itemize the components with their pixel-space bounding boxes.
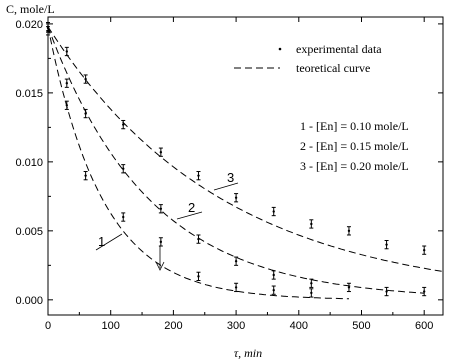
theoretical-curve-1 (47, 26, 349, 300)
data-point-series-3 (83, 74, 88, 84)
y-tick-label: 0.005 (15, 226, 43, 238)
curve-label-3: 3 (227, 170, 234, 185)
data-point-series-1 (83, 171, 88, 181)
x-tick-label: 400 (290, 320, 308, 332)
x-tick-label: 100 (102, 320, 120, 332)
x-axis-title: τ, min (234, 346, 262, 360)
x-tick-label: 200 (164, 320, 182, 332)
legend-label-experimental: experimental data (296, 42, 382, 56)
data-point-series-2 (234, 256, 239, 266)
curve-label-2: 2 (188, 200, 195, 215)
data-point-series-3 (422, 245, 427, 255)
data-point-series-3 (158, 147, 163, 157)
condition-label-1: 1 - [En] = 0.10 mole/L (300, 119, 409, 133)
legend: experimental data teoretical curve 1 - [… (234, 42, 409, 173)
curve-leader-1 (95, 233, 123, 251)
theoretical-curve-3 (47, 26, 442, 272)
y-tick-label: 0.010 (15, 157, 43, 169)
data-point-series-2 (309, 278, 314, 288)
data-point-series-2 (422, 286, 427, 297)
data-point-series-1 (158, 237, 163, 247)
curve-leader-2 (176, 211, 203, 220)
condition-label-2: 2 - [En] = 0.15 mole/L (300, 139, 409, 153)
data-point-series-2 (271, 270, 276, 280)
legend-label-theoretical: teoretical curve (296, 61, 370, 75)
legend-marker-experimental (278, 47, 282, 51)
y-tick-label: 0.000 (15, 295, 43, 307)
data-point-series-2 (83, 108, 88, 119)
data-point-series-2 (158, 204, 163, 214)
data-point-series-3 (271, 206, 276, 217)
data-point-series-3 (309, 219, 314, 229)
x-tick-label: 300 (227, 320, 245, 332)
data-point-series-1 (196, 271, 201, 282)
data-point-series-3 (346, 226, 351, 236)
plot-area (46, 22, 442, 300)
condition-label-3: 3 - [En] = 0.20 mole/L (300, 159, 409, 173)
data-point-series-1 (309, 288, 314, 298)
data-point-series-2 (384, 286, 389, 297)
data-point-series-2 (196, 234, 201, 244)
curve-label-1: 1 (98, 234, 105, 249)
data-point-series-1 (64, 100, 69, 110)
data-point-series-1 (234, 282, 239, 293)
data-point-series-3 (234, 193, 239, 203)
y-axis-title: C, mole/L (6, 2, 55, 16)
data-point-series-1 (121, 212, 126, 222)
plot-frame (47, 16, 444, 316)
data-point-series-2 (64, 78, 69, 88)
y-tick-label: 0.015 (15, 88, 43, 100)
data-point-series-2 (346, 282, 351, 293)
curve-leader-3 (213, 182, 239, 191)
data-point-series-3 (384, 240, 389, 250)
data-point-series-3 (196, 171, 201, 181)
axes: 0 100 200 300 400 500 600 0.000 0.005 0.010 0.015 0… (15, 16, 444, 332)
curve-annotations: 1 2 3 (95, 170, 239, 271)
data-point-series-3 (121, 119, 126, 130)
annotation-arrow-head (155, 261, 165, 271)
x-tick-label: 500 (352, 320, 370, 332)
x-tick-label: 0 (45, 320, 51, 332)
data-point-series-1 (271, 285, 276, 295)
x-tick-label: 600 (415, 320, 433, 332)
data-point-series-3 (64, 46, 69, 57)
data-point-series-2 (121, 164, 126, 174)
y-tick-label: 0.020 (15, 19, 43, 31)
